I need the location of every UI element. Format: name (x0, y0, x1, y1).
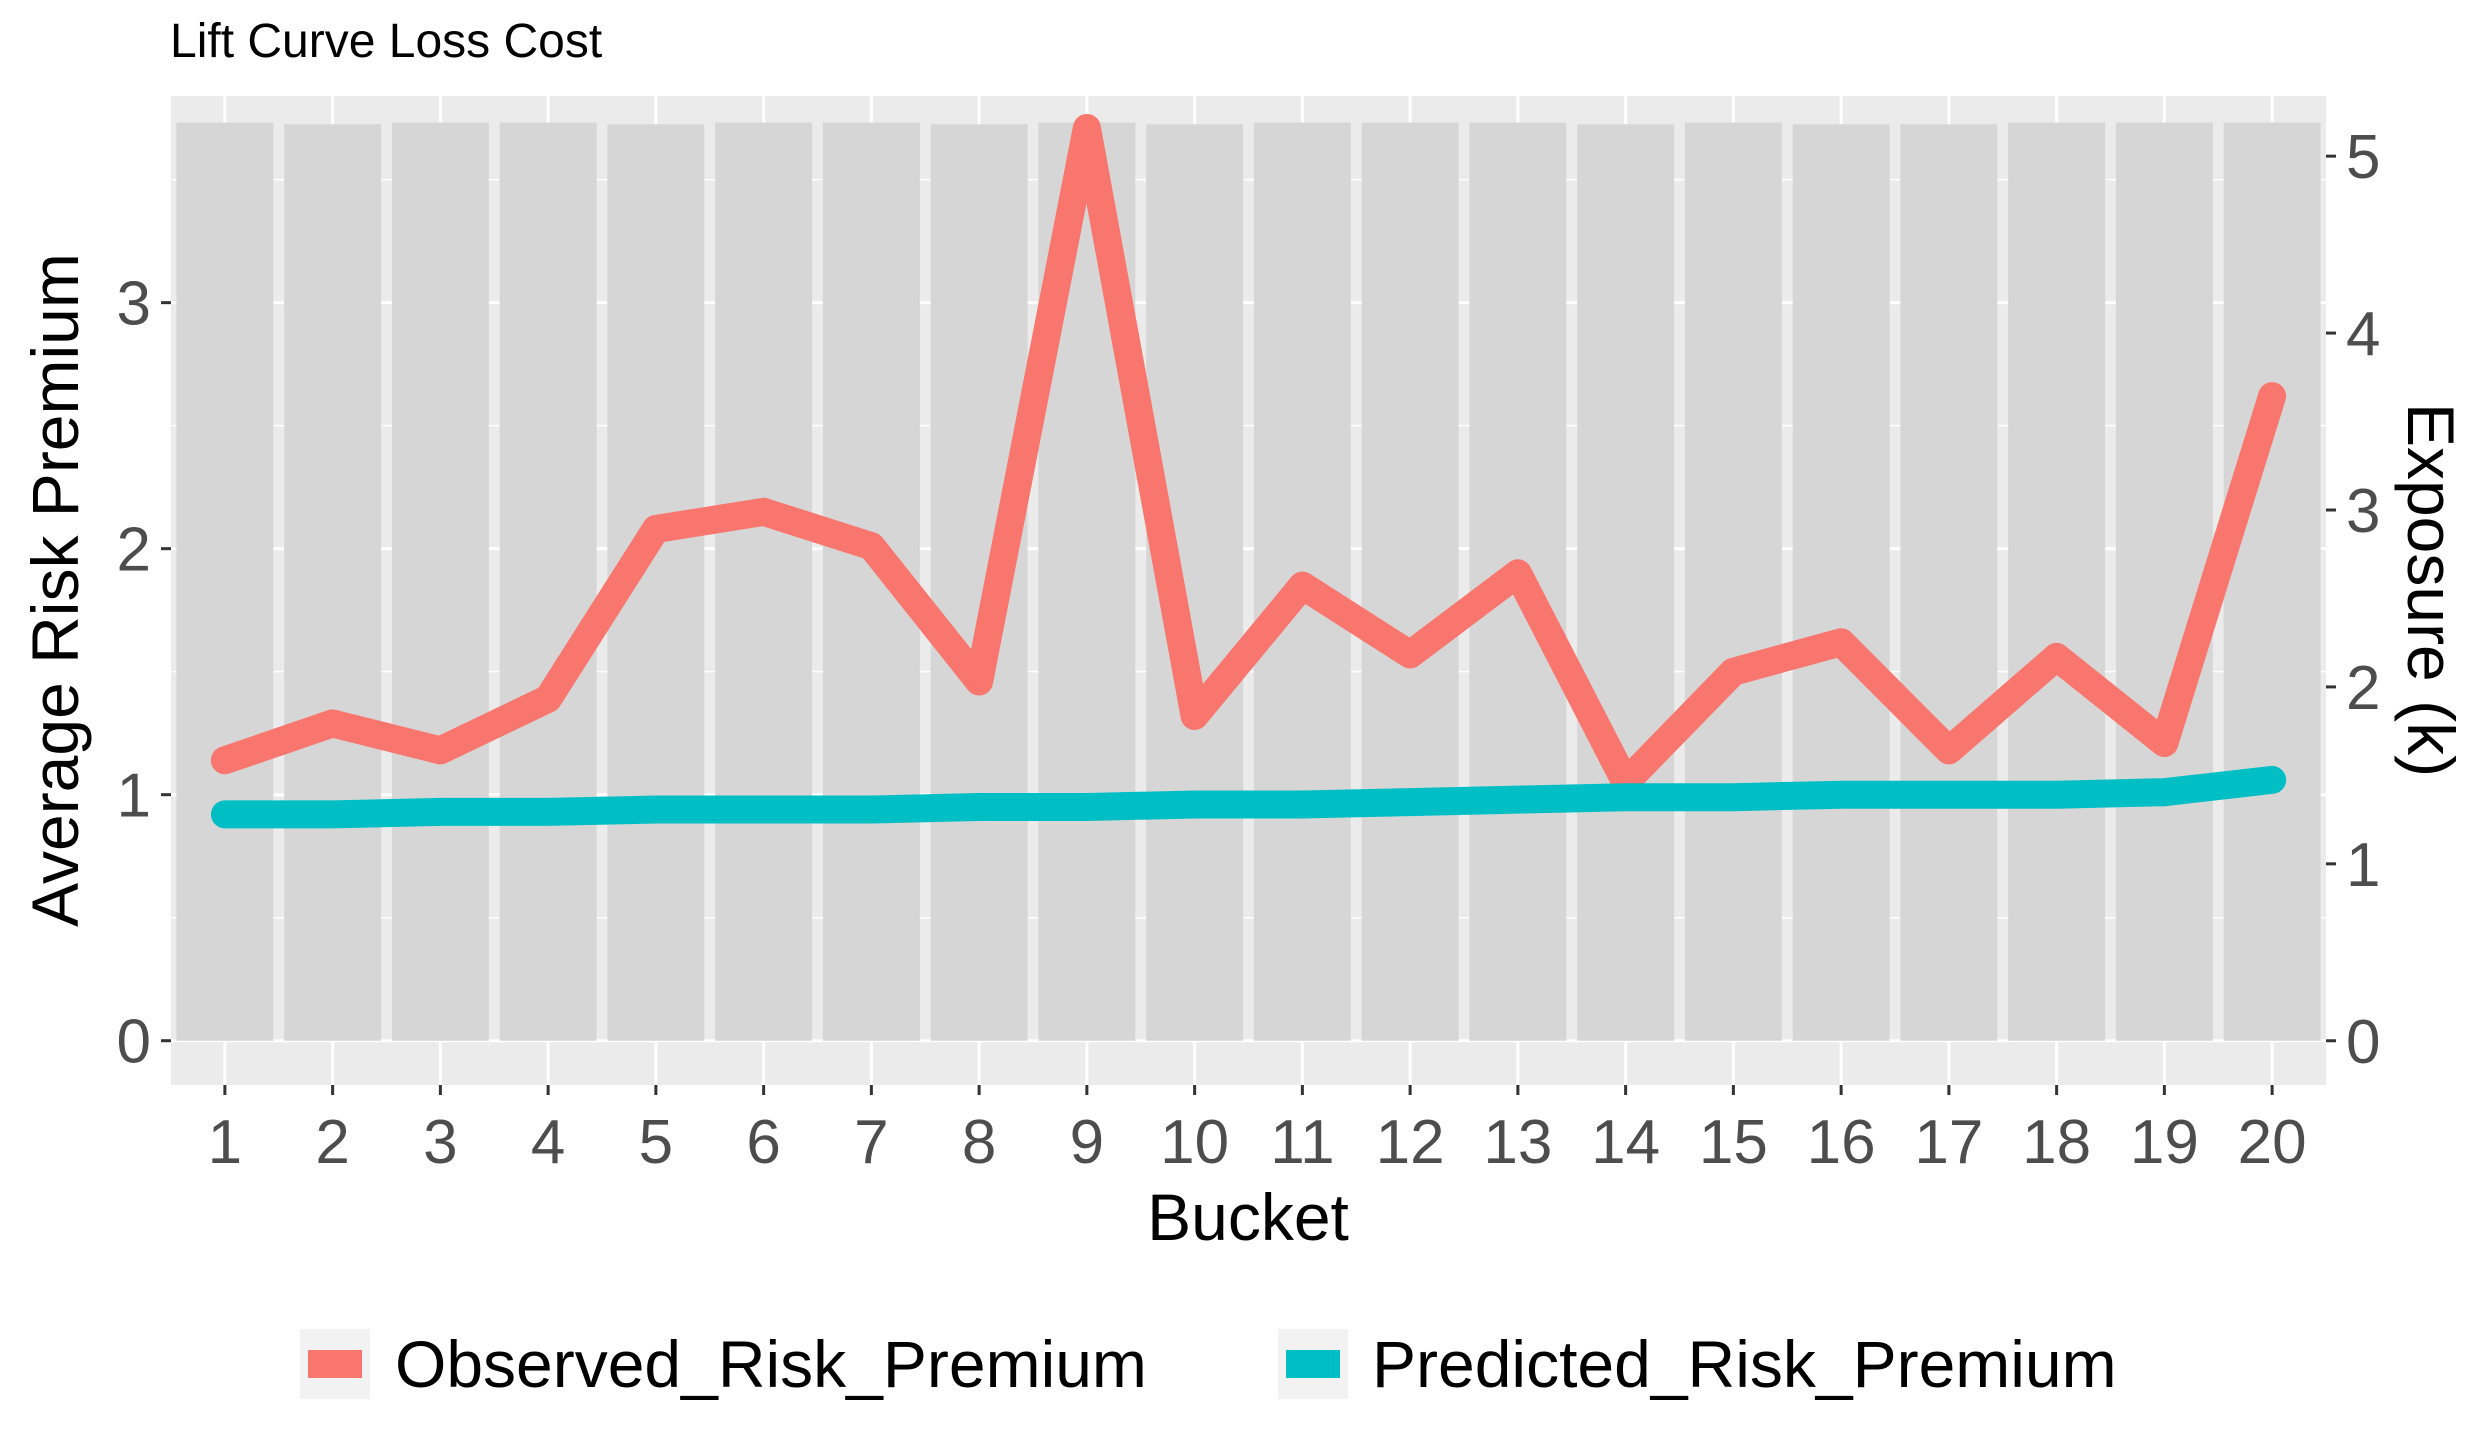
chart-title: Lift Curve Loss Cost (170, 15, 602, 68)
y2-tick-label: 0 (2346, 1008, 2380, 1077)
exposure-bar (2115, 122, 2213, 1041)
y2-tick-label: 3 (2346, 477, 2380, 546)
x-tick-label: 11 (1270, 1108, 1334, 1177)
y-tick-label: 2 (117, 516, 151, 585)
exposure-bar (2223, 122, 2321, 1041)
legend: Observed_Risk_Premium Predicted_Risk_Prem… (300, 1327, 2117, 1401)
y2-tick-label: 4 (2346, 300, 2380, 369)
x-tick-label: 17 (1914, 1108, 1983, 1177)
exposure-bar (1361, 122, 1459, 1041)
x-axis: 1 2 3 4 5 6 7 8 9 10 11 12 13 14 15 16 17 18 19 20 (208, 1085, 2307, 1177)
x-tick-label: 8 (962, 1108, 996, 1177)
x-tick-label: 7 (854, 1108, 888, 1177)
exposure-bar (499, 122, 597, 1041)
y2-axis-title: Exposure (k) (2394, 403, 2468, 777)
x-tick-label: 5 (639, 1108, 673, 1177)
x-tick-label: 15 (1699, 1108, 1768, 1177)
x-tick-label: 18 (2022, 1108, 2091, 1177)
x-tick-label: 19 (2130, 1108, 2199, 1177)
x-tick-label: 14 (1591, 1108, 1660, 1177)
x-tick-label: 6 (746, 1108, 780, 1177)
x-axis-title: Bucket (1147, 1180, 1349, 1254)
series-line-predicted-risk-premium (210, 765, 2287, 829)
exposure-bar (391, 122, 489, 1041)
x-tick-label: 20 (2238, 1108, 2307, 1177)
y2-tick-label: 5 (2346, 123, 2380, 192)
x-tick-label: 1 (208, 1108, 242, 1177)
exposure-bar (715, 122, 813, 1041)
legend-label: Observed_Risk_Premium (395, 1327, 1147, 1401)
series-line-observed-risk-premium (210, 114, 2287, 797)
exposure-bar (284, 124, 382, 1041)
x-tick-label: 3 (423, 1108, 457, 1177)
exposure-bar (176, 122, 274, 1041)
x-tick-label: 12 (1376, 1108, 1445, 1177)
series-lines (210, 114, 2287, 829)
y2-tick-label: 2 (2346, 654, 2380, 723)
x-tick-label: 13 (1483, 1108, 1552, 1177)
x-tick-label: 10 (1160, 1108, 1229, 1177)
exposure-bar (1577, 124, 1675, 1041)
x-tick-label: 2 (315, 1108, 349, 1177)
exposure-bars (176, 122, 2321, 1041)
legend-label: Predicted_Risk_Premium (1372, 1327, 2117, 1401)
y-tick-label: 1 (117, 762, 151, 831)
y-axis-left: 0 1 2 3 (117, 270, 171, 1077)
y-axis-title: Average Risk Premium (18, 253, 92, 927)
exposure-bar (1792, 124, 1890, 1041)
plot-panel (171, 96, 2326, 1085)
y-tick-label: 0 (117, 1008, 151, 1077)
exposure-bar (1900, 124, 1998, 1041)
exposure-bar (2008, 122, 2106, 1041)
x-tick-label: 16 (1807, 1108, 1876, 1177)
exposure-bar (1684, 122, 1782, 1041)
exposure-bar (930, 124, 1028, 1041)
y-tick-label: 3 (117, 270, 151, 339)
x-tick-label: 4 (531, 1108, 565, 1177)
y-axis-right: 0 1 2 3 4 5 (2326, 123, 2380, 1077)
x-tick-label: 9 (1070, 1108, 1104, 1177)
y2-tick-label: 1 (2346, 831, 2380, 900)
